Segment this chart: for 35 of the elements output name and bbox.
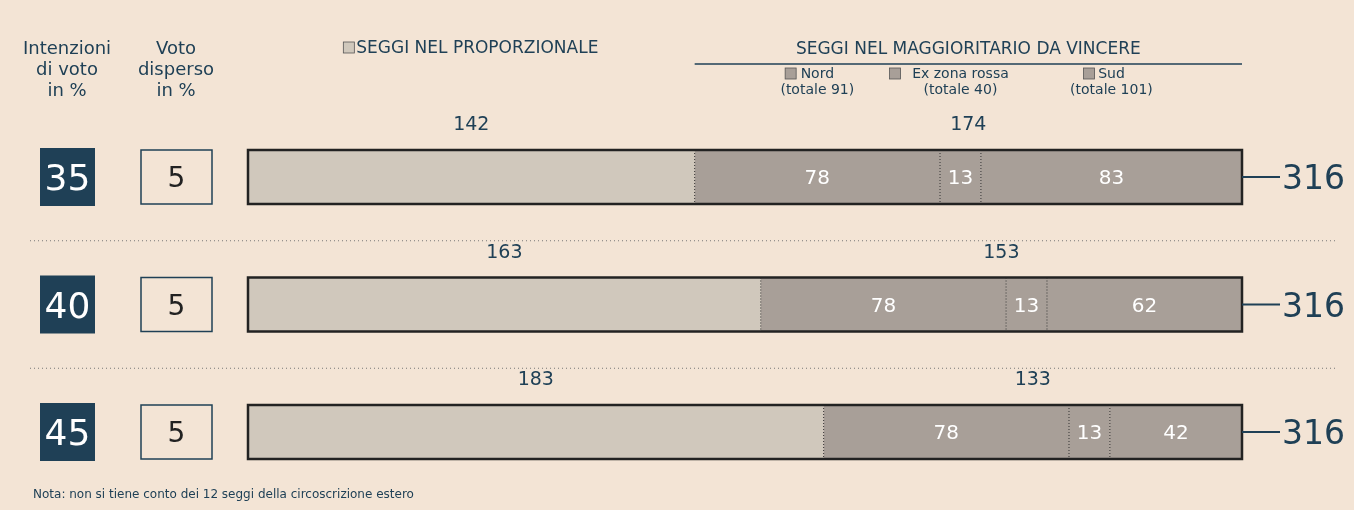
- bar: [248, 150, 695, 204]
- y-tick-label: 35: [44, 157, 91, 198]
- y-axis-title: Intenzioni di voto in %: [22, 37, 112, 100]
- data-label: 62: [1131, 292, 1158, 317]
- total-label: 316: [1282, 413, 1345, 452]
- legend-label: Nord (totale 91): [780, 65, 855, 97]
- annotation: 163: [486, 239, 523, 262]
- total-label: 316: [1282, 285, 1345, 325]
- annotation: 133: [1014, 367, 1051, 389]
- data-label: 13: [947, 165, 974, 189]
- legend-title: SEGGI NEL MAGGIORITARIO DA VINCERE: [795, 38, 1141, 58]
- data-label: 78: [804, 165, 831, 189]
- annotation: 142: [453, 112, 490, 134]
- y-tick-label: 45: [44, 412, 91, 453]
- data-label: 13: [1076, 420, 1103, 444]
- data-label: 13: [1013, 292, 1040, 317]
- annotation: 153: [983, 239, 1020, 262]
- total-label: 316: [1282, 158, 1345, 197]
- text: 5: [167, 288, 186, 322]
- bar: [248, 277, 761, 332]
- legend-label: Ex zona rossa (totale 40): [912, 65, 1009, 97]
- text: Voto disperso in %: [137, 37, 215, 100]
- legend-label: Sud (totale 101): [1070, 65, 1153, 97]
- text: 5: [167, 416, 186, 449]
- annotation: 183: [517, 367, 554, 389]
- y-tick-label: 40: [44, 284, 91, 326]
- data-label: 78: [933, 420, 960, 444]
- bar: [248, 405, 824, 459]
- data-label: 42: [1163, 420, 1189, 444]
- text: 5: [167, 161, 186, 194]
- legend-label: SEGGI NEL PROPORZIONALE: [356, 37, 599, 57]
- data-label: 78: [870, 292, 897, 317]
- annotation: 174: [950, 112, 987, 134]
- annotation: Nota: non si tiene conto dei 12 seggi della circoscrizione estero: [33, 487, 414, 501]
- data-label: 83: [1098, 165, 1125, 189]
